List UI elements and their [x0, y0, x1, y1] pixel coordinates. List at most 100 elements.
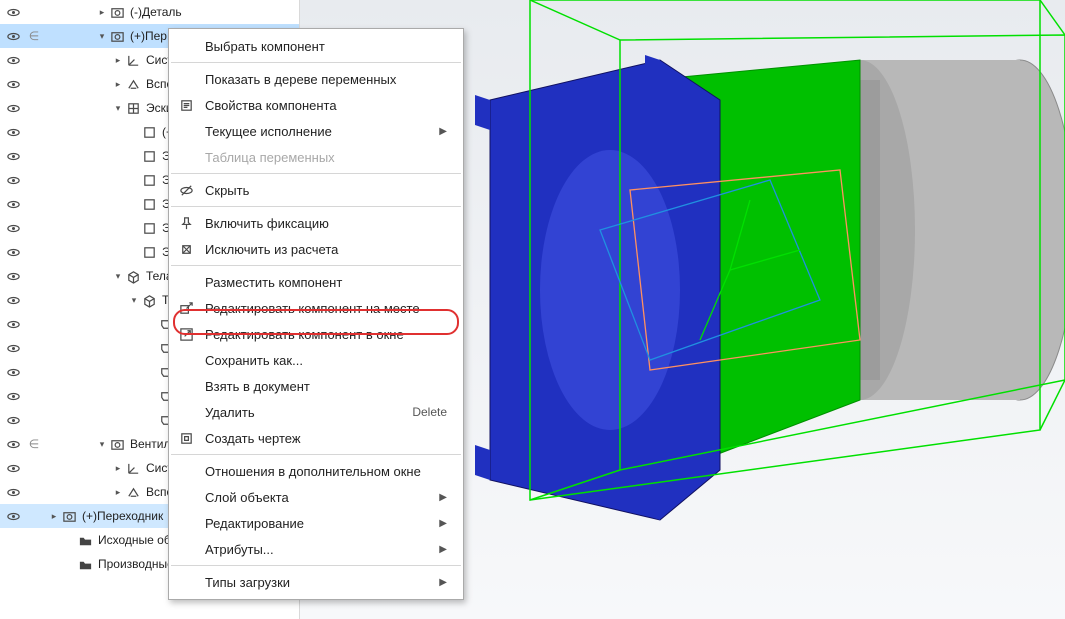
visibility-eye-icon[interactable]	[4, 101, 22, 116]
visibility-eye-icon[interactable]	[4, 149, 22, 164]
blank-icon	[177, 70, 195, 88]
visibility-eye-icon[interactable]	[4, 53, 22, 68]
member-of-icon: ∈	[25, 29, 43, 43]
menu-item-label: Исключить из расчета	[205, 242, 447, 257]
body-icon	[142, 293, 157, 308]
sketch-icon	[142, 245, 157, 260]
expand-arrow-icon[interactable]: ▾	[97, 31, 107, 42]
menu-item[interactable]: Слой объекта▶	[169, 484, 463, 510]
visibility-eye-icon[interactable]	[4, 341, 22, 356]
menu-separator	[171, 565, 461, 566]
visibility-eye-icon[interactable]	[4, 365, 22, 380]
blank-icon	[177, 403, 195, 421]
tree-node-label: (-)Деталь	[128, 5, 182, 19]
visibility-eye-icon[interactable]	[4, 125, 22, 140]
visibility-eye-icon[interactable]	[4, 389, 22, 404]
visibility-eye-icon[interactable]	[4, 197, 22, 212]
visibility-eye-icon[interactable]	[4, 5, 22, 20]
visibility-eye-icon[interactable]	[4, 173, 22, 188]
member-of-icon: ∈	[25, 437, 43, 451]
menu-item[interactable]: Редактировать компонент на месте	[169, 295, 463, 321]
sketch-icon	[142, 125, 157, 140]
menu-item-label: Отношения в дополнительном окне	[205, 464, 447, 479]
menu-item[interactable]: Редактировать компонент в окне	[169, 321, 463, 347]
sketch-icon	[142, 149, 157, 164]
menu-item[interactable]: Скрыть	[169, 177, 463, 203]
menu-item[interactable]: Исключить из расчета	[169, 236, 463, 262]
visibility-eye-icon[interactable]	[4, 269, 22, 284]
expand-arrow-icon[interactable]: ▸	[49, 511, 59, 522]
menu-separator	[171, 173, 461, 174]
submenu-arrow-icon: ▶	[439, 544, 447, 555]
props-icon	[177, 96, 195, 114]
fix-icon	[177, 214, 195, 232]
submenu-arrow-icon: ▶	[439, 577, 447, 588]
expand-arrow-icon[interactable]: ▾	[113, 103, 123, 114]
visibility-eye-icon[interactable]	[4, 245, 22, 260]
menu-item[interactable]: Типы загрузки▶	[169, 569, 463, 595]
axes-icon	[126, 53, 141, 68]
visibility-eye-icon[interactable]	[4, 413, 22, 428]
blank-icon	[177, 488, 195, 506]
visibility-eye-icon[interactable]	[4, 509, 22, 524]
body-icon	[126, 269, 141, 284]
menu-item[interactable]: Сохранить как...	[169, 347, 463, 373]
menu-item[interactable]: Свойства компонента	[169, 92, 463, 118]
menu-item[interactable]: Разместить компонент	[169, 269, 463, 295]
expand-arrow-icon[interactable]: ▸	[113, 463, 123, 474]
folder-icon	[78, 557, 93, 572]
menu-separator	[171, 265, 461, 266]
blank-icon	[177, 37, 195, 55]
expand-arrow-icon[interactable]: ▸	[97, 7, 107, 18]
menu-item-label: Взять в документ	[205, 379, 447, 394]
tree-row[interactable]: ▸ (-)Деталь	[0, 0, 299, 24]
menu-item-label: Редактировать компонент на месте	[205, 301, 447, 316]
expand-arrow-icon[interactable]: ▾	[113, 271, 123, 282]
submenu-arrow-icon: ▶	[439, 126, 447, 137]
visibility-eye-icon[interactable]	[4, 461, 22, 476]
expand-arrow-icon[interactable]: ▸	[113, 55, 123, 66]
aux-icon	[126, 485, 141, 500]
tree-node-label: (+)Переходник	[80, 509, 163, 523]
expand-arrow-icon[interactable]: ▸	[113, 79, 123, 90]
menu-item[interactable]: Текущее исполнение▶	[169, 118, 463, 144]
menu-item-label: Скрыть	[205, 183, 447, 198]
part-icon	[110, 5, 125, 20]
part-icon	[110, 437, 125, 452]
menu-item-label: Показать в дереве переменных	[205, 72, 447, 87]
menu-item-label: Редактирование	[205, 516, 429, 531]
visibility-eye-icon[interactable]	[4, 221, 22, 236]
expand-arrow-icon[interactable]: ▸	[113, 487, 123, 498]
menu-item[interactable]: Показать в дереве переменных	[169, 66, 463, 92]
submenu-arrow-icon: ▶	[439, 518, 447, 529]
blank-icon	[177, 273, 195, 291]
menu-item[interactable]: Взять в документ	[169, 373, 463, 399]
menu-item-label: Сохранить как...	[205, 353, 447, 368]
visibility-eye-icon[interactable]	[4, 29, 22, 44]
visibility-eye-icon[interactable]	[4, 317, 22, 332]
expand-arrow-icon[interactable]: ▾	[97, 439, 107, 450]
visibility-eye-icon[interactable]	[4, 437, 22, 452]
exclude-icon	[177, 240, 195, 258]
menu-item[interactable]: Атрибуты... ▶	[169, 536, 463, 562]
visibility-eye-icon[interactable]	[4, 293, 22, 308]
expand-arrow-icon[interactable]: ▾	[129, 295, 139, 306]
blank-icon	[177, 148, 195, 166]
visibility-eye-icon[interactable]	[4, 485, 22, 500]
blank-icon	[177, 573, 195, 591]
submenu-arrow-icon: ▶	[439, 492, 447, 503]
menu-item[interactable]: Создать чертеж	[169, 425, 463, 451]
menu-item[interactable]: Включить фиксацию	[169, 210, 463, 236]
blank-icon	[177, 540, 195, 558]
blank-icon	[177, 514, 195, 532]
menu-item[interactable]: Выбрать компонент	[169, 33, 463, 59]
context-menu: Выбрать компонент Показать в дереве перем…	[168, 28, 464, 600]
menu-item-label: Удалить	[205, 405, 402, 420]
part-icon	[110, 29, 125, 44]
menu-item-shortcut: Delete	[412, 405, 447, 419]
menu-item[interactable]: Отношения в дополнительном окне	[169, 458, 463, 484]
menu-item-label: Атрибуты...	[205, 542, 429, 557]
menu-item[interactable]: Редактирование ▶	[169, 510, 463, 536]
menu-item[interactable]: Удалить Delete	[169, 399, 463, 425]
visibility-eye-icon[interactable]	[4, 77, 22, 92]
